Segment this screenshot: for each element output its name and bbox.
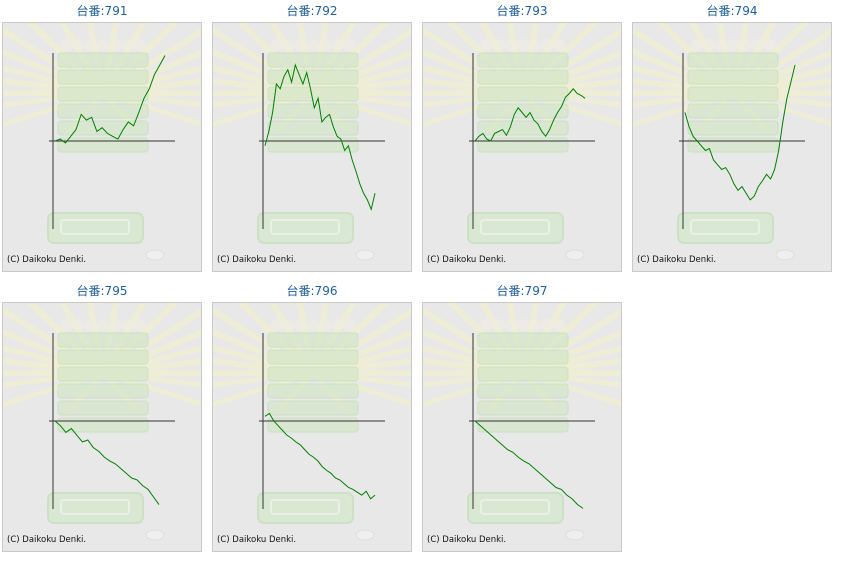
series-line	[474, 88, 586, 142]
chart-card: 台番:791 (C) Daikoku Denki.	[0, 0, 204, 272]
card-title[interactable]: 台番:792	[286, 4, 338, 18]
copyright-text: (C) Daikoku Denki.	[7, 255, 87, 265]
series-line	[54, 420, 160, 505]
chart-panel: (C) Daikoku Denki.	[212, 22, 412, 272]
copyright-text: (C) Daikoku Denki.	[427, 255, 507, 265]
background-medal-stack	[477, 319, 569, 433]
background-medal-stack	[57, 319, 149, 433]
card-title[interactable]: 台番:791	[76, 4, 128, 18]
chart-card: 台番:794 (C) Daikoku Denki.	[630, 0, 834, 272]
background-medal-stack	[687, 39, 779, 153]
copyright-text: (C) Daikoku Denki.	[217, 255, 297, 265]
chart-svg	[423, 23, 621, 261]
chart-svg	[213, 23, 411, 261]
chart-card: 台番:795 (C) Daikoku Denki.	[0, 280, 204, 552]
copyright-text: (C) Daikoku Denki.	[427, 535, 507, 545]
copyright-text: (C) Daikoku Denki.	[637, 255, 717, 265]
background-tray	[467, 492, 585, 541]
card-title[interactable]: 台番:794	[706, 4, 758, 18]
card-title[interactable]: 台番:795	[76, 284, 128, 298]
chart-svg	[213, 303, 411, 541]
series-line	[264, 412, 376, 500]
chart-panel: (C) Daikoku Denki.	[212, 302, 412, 552]
chart-svg	[3, 303, 201, 541]
series-line	[684, 64, 796, 201]
series-line	[474, 420, 584, 509]
card-title[interactable]: 台番:796	[286, 284, 338, 298]
chart-card: 台番:796 (C) Daikoku Denki.	[210, 280, 414, 552]
chart-panel: (C) Daikoku Denki.	[422, 22, 622, 272]
chart-svg	[633, 23, 831, 261]
background-tray	[47, 492, 165, 541]
chart-card: 台番:793 (C) Daikoku Denki.	[420, 0, 624, 272]
chart-svg	[3, 23, 201, 261]
copyright-text: (C) Daikoku Denki.	[7, 535, 87, 545]
background-medal-stack	[267, 319, 359, 433]
background-tray	[257, 492, 375, 541]
card-title[interactable]: 台番:793	[496, 4, 548, 18]
chart-panel: (C) Daikoku Denki.	[2, 22, 202, 272]
background-tray	[677, 212, 795, 261]
series-line	[54, 55, 166, 144]
copyright-text: (C) Daikoku Denki.	[217, 535, 297, 545]
chart-svg	[423, 303, 621, 541]
background-medal-stack	[57, 39, 149, 153]
background-medal-stack	[267, 39, 359, 153]
card-title[interactable]: 台番:797	[496, 284, 548, 298]
chart-panel: (C) Daikoku Denki.	[422, 302, 622, 552]
chart-card: 台番:797 (C) Daikoku Denki.	[420, 280, 624, 552]
chart-panel: (C) Daikoku Denki.	[2, 302, 202, 552]
background-tray	[257, 212, 375, 261]
background-tray	[467, 212, 585, 261]
series-line	[264, 63, 376, 212]
chart-card: 台番:792 (C) Daikoku Denki.	[210, 0, 414, 272]
background-medal-stack	[477, 39, 569, 153]
background-tray	[47, 212, 165, 261]
chart-panel: (C) Daikoku Denki.	[632, 22, 832, 272]
